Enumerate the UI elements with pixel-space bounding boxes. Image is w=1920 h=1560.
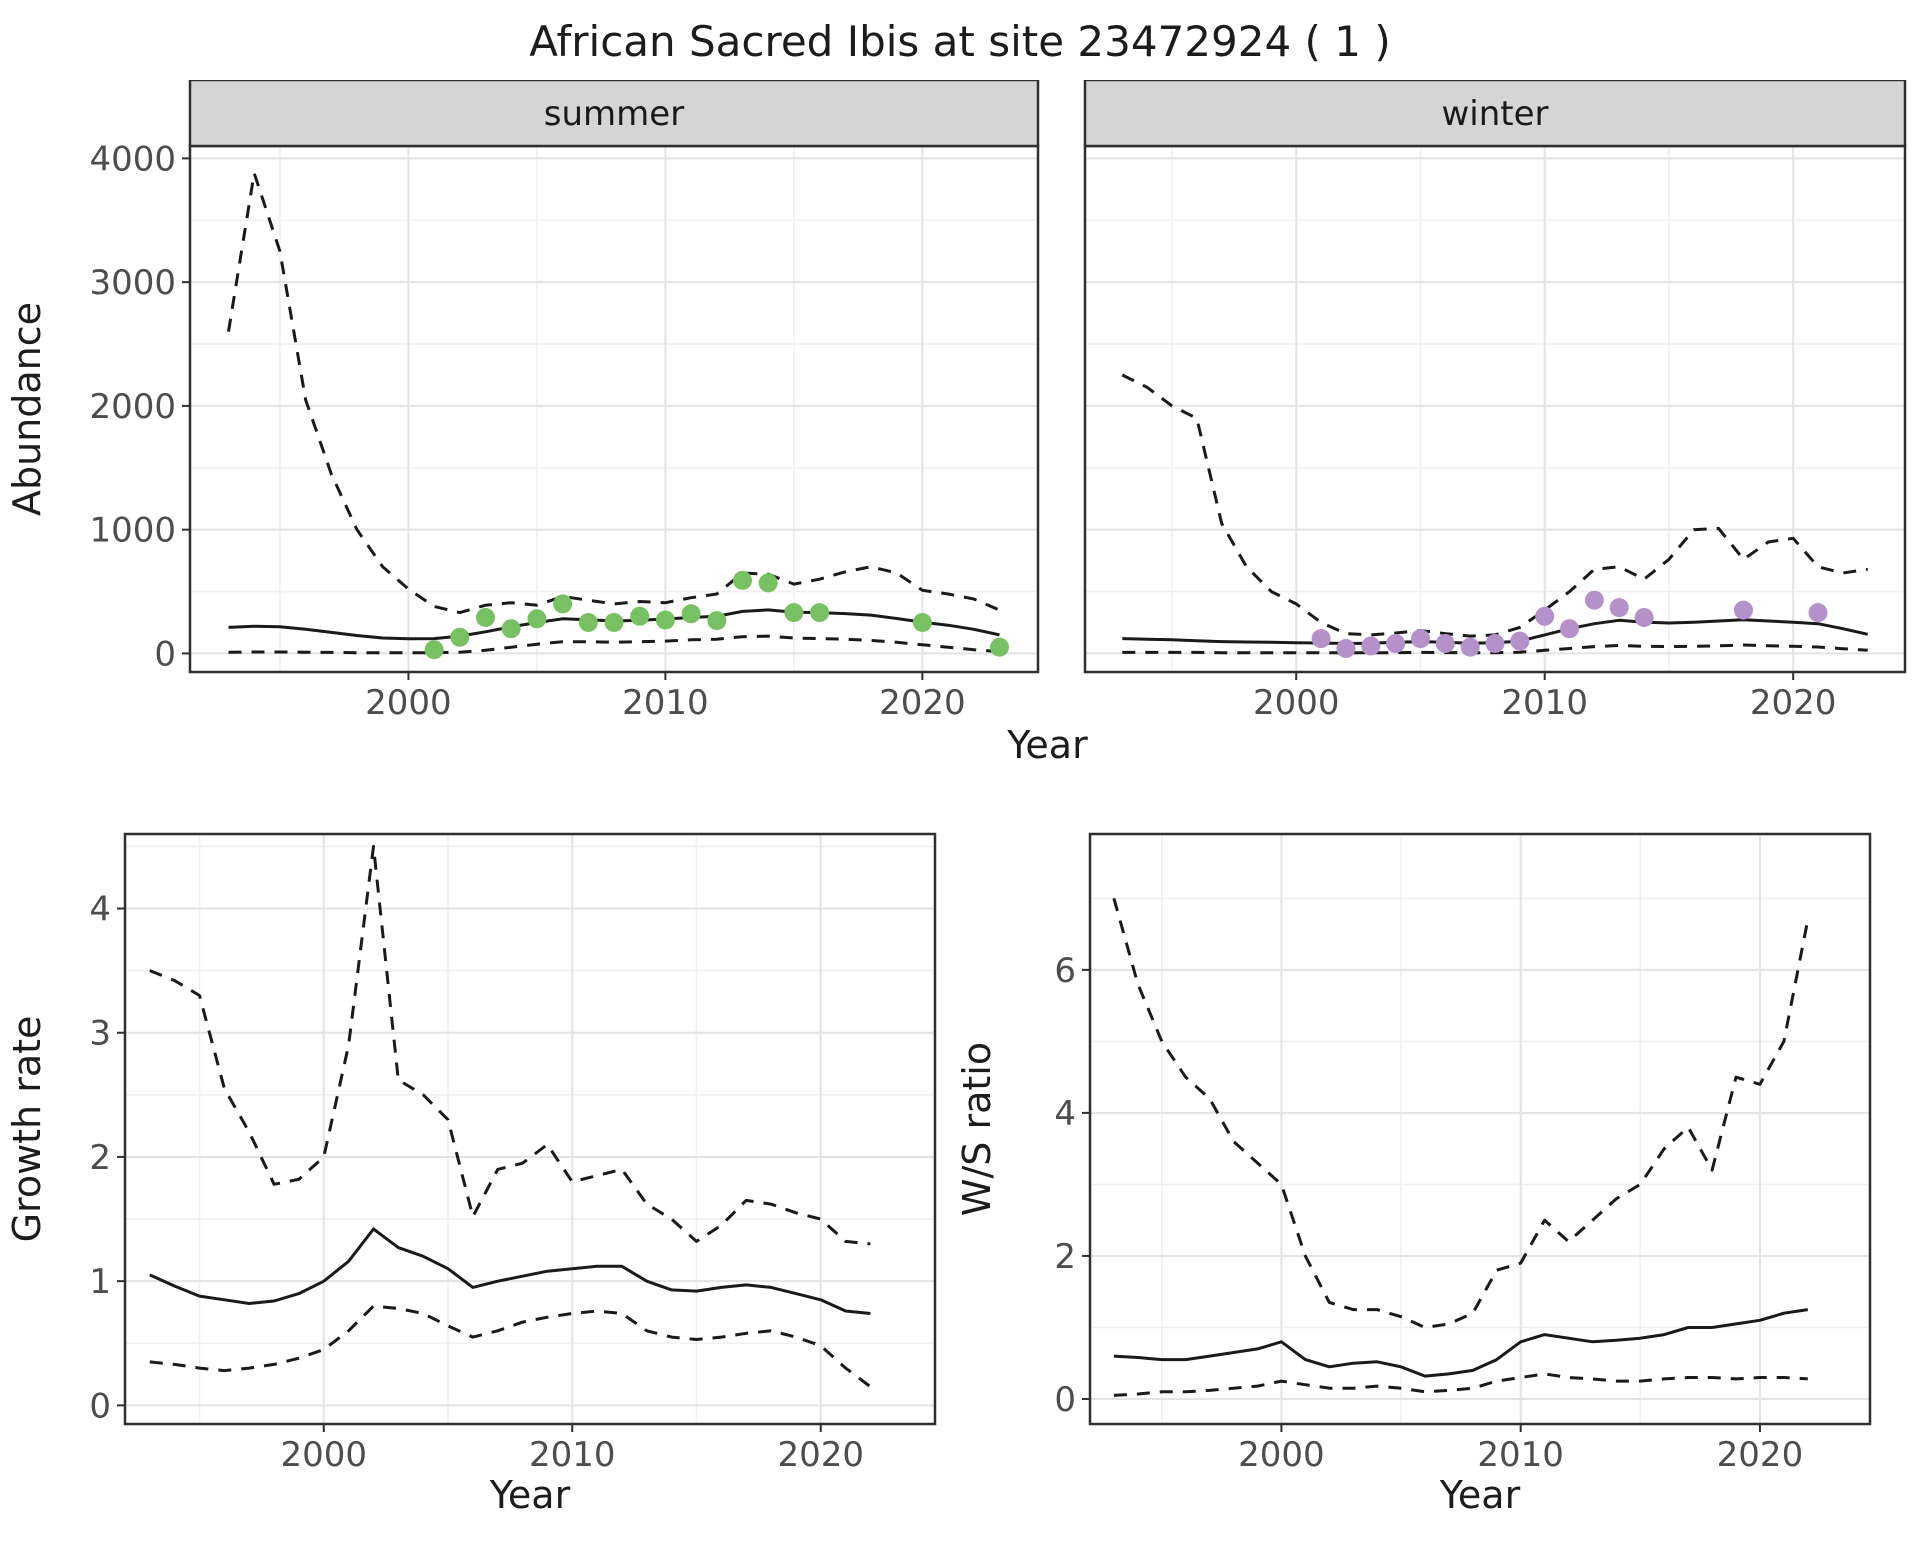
x-tick-label: 2010 (622, 683, 709, 720)
y-tick-label: 4 (89, 890, 111, 930)
x-tick-label: 2010 (1477, 1435, 1564, 1475)
data-point (604, 613, 624, 632)
data-point (1435, 634, 1455, 653)
data-point (1609, 598, 1629, 618)
data-point (733, 570, 752, 590)
data-point (990, 637, 1009, 657)
data-point (450, 627, 470, 647)
data-point (1560, 619, 1579, 639)
x-tick-label: 2000 (365, 683, 452, 720)
data-point (527, 609, 547, 629)
data-point (1311, 629, 1331, 649)
data-point (553, 594, 573, 614)
data-point (912, 613, 932, 632)
data-point (758, 573, 778, 593)
upper-ci-line (227, 171, 1001, 615)
data-point (1734, 600, 1753, 620)
x-tick-label: 2020 (1750, 683, 1837, 720)
data-point (1411, 629, 1430, 649)
data-point (578, 613, 598, 632)
y-tick-label: 0 (89, 1386, 111, 1426)
panel-background (190, 146, 1038, 672)
estimate-line (149, 1227, 871, 1315)
y-tick-label: 3000 (89, 263, 176, 303)
y-tick-label: 2000 (89, 387, 176, 427)
lower-ci-line (1113, 1372, 1808, 1397)
data-point (424, 640, 444, 660)
data-point (1460, 637, 1480, 657)
data-point (1584, 590, 1604, 610)
summer-abundance-chart: 2000 2010 2020 0 1000 2000 3000 4000 summer Abund… (5, 80, 1040, 720)
top-row-x-axis-title: Year (1007, 723, 1088, 767)
x-axis-title: Year (489, 1473, 571, 1517)
panel-background (1085, 146, 1905, 672)
x-tick-label: 2020 (777, 1435, 864, 1475)
upper-ci-line (149, 844, 871, 1246)
x-tick-label: 2010 (529, 1435, 616, 1475)
data-point (1336, 639, 1356, 658)
data-point (1634, 608, 1654, 627)
y-tick-label: 1000 (89, 511, 176, 551)
estimate-line (1113, 1308, 1809, 1378)
panel-background (125, 834, 935, 1424)
y-tick-label: 6 (1054, 951, 1076, 991)
data-point (655, 610, 675, 630)
panel-background (1090, 834, 1870, 1424)
y-tick-label: 0 (154, 634, 176, 674)
data-point (1386, 634, 1406, 653)
data-point (707, 611, 727, 631)
x-tick-label: 2020 (1717, 1435, 1804, 1475)
x-tick-label: 2010 (1501, 683, 1588, 720)
y-axis-title: Abundance (5, 302, 49, 516)
data-point (1535, 606, 1555, 626)
winter-abundance-chart: 2000 2010 2020 winter (1083, 80, 1907, 720)
data-point (630, 606, 650, 626)
y-tick-label: 4000 (89, 139, 176, 179)
facet-label: summer (544, 94, 684, 134)
data-point (476, 608, 495, 627)
y-tick-label: 2 (89, 1138, 111, 1178)
y-axis-title: Growth rate (5, 1016, 49, 1243)
y-axis-title: W/S ratio (955, 1042, 999, 1216)
derived-metrics-row: 2000 2010 2020 0 1 2 3 4 Growth rate Year 2000 201… (0, 826, 1920, 1526)
abundance-row: 2000 2010 2020 0 1000 2000 3000 4000 summer Abund… (0, 80, 1920, 720)
data-point (1808, 603, 1828, 623)
x-tick-label: 2000 (1238, 1435, 1325, 1475)
x-tick-label: 2020 (879, 683, 966, 720)
facet-strip (188, 80, 1040, 148)
facet-strip (1083, 80, 1907, 148)
data-point (501, 619, 521, 639)
y-tick-label: 2 (1054, 1237, 1076, 1277)
ws-ratio-chart: 2000 2010 2020 0 2 4 6 W/S ratio Year (955, 832, 1872, 1517)
data-point (1510, 631, 1530, 651)
y-tick-label: 4 (1054, 1094, 1076, 1134)
y-tick-label: 1 (89, 1262, 111, 1302)
figure-title: African Sacred Ibis at site 23472924 ( 1… (529, 17, 1391, 66)
panel-border (1088, 832, 1872, 1426)
data-point (681, 604, 701, 624)
y-tick-label: 0 (1054, 1380, 1076, 1420)
y-tick-label: 3 (89, 1014, 111, 1054)
facet-label: winter (1441, 94, 1548, 134)
data-point (1485, 634, 1505, 653)
upper-ci-line (1112, 897, 1810, 1329)
lower-ci-line (149, 1304, 872, 1388)
x-tick-label: 2000 (281, 1435, 368, 1475)
panel-border (123, 832, 937, 1426)
data-point (1361, 636, 1381, 656)
growth-rate-chart: 2000 2010 2020 0 1 2 3 4 Growth rate Year (5, 832, 937, 1517)
data-point (784, 603, 804, 623)
data-point (810, 603, 830, 623)
x-axis-title: Year (1439, 1473, 1521, 1517)
x-tick-label: 2000 (1253, 683, 1340, 720)
